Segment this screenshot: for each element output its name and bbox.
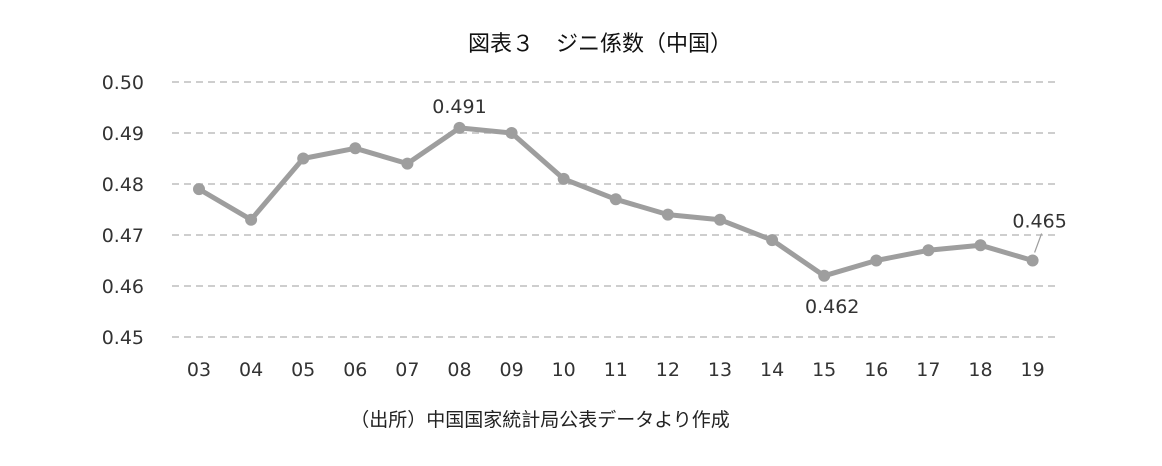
x-tick-label: 10 xyxy=(552,359,576,381)
y-tick-label: 0.45 xyxy=(102,327,144,349)
x-tick-label: 05 xyxy=(291,359,315,381)
data-point-03 xyxy=(193,183,205,196)
grid-lines xyxy=(172,81,1058,338)
data-point-17 xyxy=(922,244,935,257)
data-label-leader xyxy=(1034,233,1043,253)
data-point-05 xyxy=(297,152,310,165)
data-point-09 xyxy=(505,127,518,139)
y-tick-label: 0.46 xyxy=(102,276,144,298)
y-axis-tick-labels: 0.45 0.46 0.47 0.48 0.49 0.50 xyxy=(102,72,144,349)
data-point-06 xyxy=(349,142,362,155)
data-point-14 xyxy=(766,234,779,247)
data-label-15: 0.462 xyxy=(805,296,859,318)
data-point-19 xyxy=(1026,254,1039,267)
y-tick-label: 0.50 xyxy=(102,72,144,94)
data-point-13 xyxy=(714,213,726,226)
data-point-08 xyxy=(453,121,466,134)
x-tick-label: 07 xyxy=(395,359,419,381)
data-point-04 xyxy=(245,213,258,226)
x-tick-label: 18 xyxy=(968,359,992,381)
x-tick-label: 19 xyxy=(1021,359,1045,381)
data-point-12 xyxy=(661,208,674,221)
chart-title: 図表３ ジニ係数（中国） xyxy=(468,32,732,57)
x-tick-label: 14 xyxy=(760,359,784,381)
y-tick-label: 0.48 xyxy=(102,174,144,196)
data-point-07 xyxy=(401,157,414,170)
x-tick-label: 17 xyxy=(916,359,940,381)
x-tick-label: 13 xyxy=(708,359,732,381)
y-tick-label: 0.47 xyxy=(102,225,144,247)
data-label-19: 0.465 xyxy=(1012,211,1066,233)
x-tick-label: 09 xyxy=(500,359,524,381)
data-point-18 xyxy=(974,239,987,252)
data-labels: 0.491 0.462 0.465 xyxy=(432,96,1067,318)
x-tick-label: 15 xyxy=(812,359,836,381)
x-tick-label: 16 xyxy=(864,359,888,381)
data-point-15 xyxy=(818,269,831,282)
x-tick-label: 04 xyxy=(239,359,263,381)
x-tick-label: 03 xyxy=(187,359,211,381)
data-point-16 xyxy=(870,254,883,267)
data-point-11 xyxy=(609,193,622,206)
x-tick-label: 08 xyxy=(447,359,471,381)
x-tick-label: 11 xyxy=(604,359,628,381)
x-tick-label: 06 xyxy=(343,359,367,381)
x-tick-label: 12 xyxy=(656,359,680,381)
data-points xyxy=(193,121,1039,282)
y-tick-label: 0.49 xyxy=(102,123,144,145)
x-axis-tick-labels: 03 04 05 06 07 08 09 10 11 12 13 14 15 16 17 18 19 xyxy=(187,359,1045,381)
source-note: （出所）中国国家統計局公表データより作成 xyxy=(350,409,730,431)
data-label-08: 0.491 xyxy=(432,96,486,118)
data-point-10 xyxy=(557,172,570,185)
